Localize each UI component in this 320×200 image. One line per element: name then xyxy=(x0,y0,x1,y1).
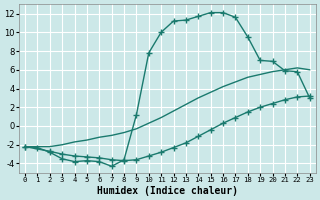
X-axis label: Humidex (Indice chaleur): Humidex (Indice chaleur) xyxy=(97,186,238,196)
